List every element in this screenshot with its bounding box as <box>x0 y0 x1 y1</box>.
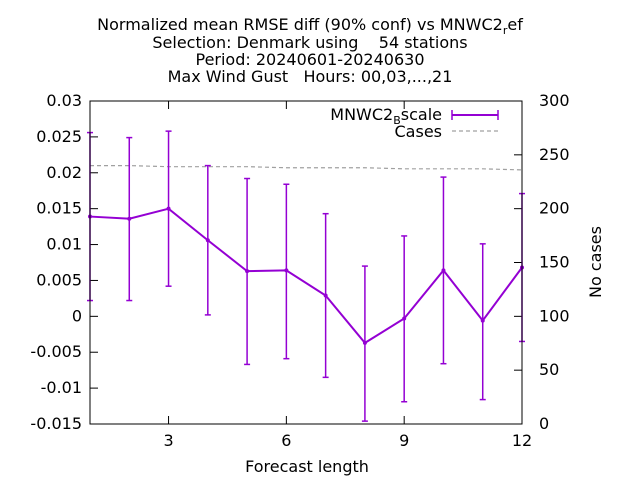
x-axis-tick-labels: 3 6 9 12 <box>163 431 532 450</box>
data-point <box>166 206 171 211</box>
data-point <box>127 216 132 221</box>
y-tick-label: -0.005 <box>30 342 82 361</box>
y-tick-label: 0.015 <box>36 199 82 218</box>
y2-axis-tick-labels: 300 250 200 150 100 50 0 <box>539 91 570 433</box>
y2-tick-label: 50 <box>539 360 559 379</box>
legend-sample-mnwc2-bscale <box>451 110 499 120</box>
cases-line <box>90 165 523 171</box>
legend-label-cases: Cases <box>395 122 443 141</box>
legend-label-subscript: B <box>393 114 401 127</box>
y2-tick-label: 200 <box>539 199 570 218</box>
legend-label-mnwc2-bscale: MNWC2Bscale <box>330 105 442 127</box>
y-tick-label: -0.01 <box>41 378 82 397</box>
title-line-1-suffix: ef <box>507 15 523 34</box>
title-line-3: Period: 20240601-20240630 <box>195 50 424 69</box>
mnwc2-bscale-series <box>87 130 525 422</box>
title-line-1: Normalized mean RMSE diff (90% conf) vs … <box>97 15 523 37</box>
axis-ticks <box>90 100 523 425</box>
title-line-1-subscript: r <box>503 24 508 37</box>
data-point <box>284 268 289 273</box>
x-tick-label: 6 <box>281 431 291 450</box>
y2-tick-label: 300 <box>539 91 570 110</box>
cases-series <box>90 165 523 171</box>
data-point <box>441 268 446 273</box>
y-tick-label: 0 <box>72 306 82 325</box>
legend-label-prefix: MNWC2 <box>330 105 393 124</box>
y-tick-label: 0.01 <box>46 235 82 254</box>
x-tick-label: 9 <box>399 431 409 450</box>
data-point <box>323 293 328 298</box>
x-tick-label: 12 <box>512 431 532 450</box>
plot-frame <box>89 100 523 425</box>
y2-tick-label: 100 <box>539 306 570 325</box>
y-tick-label: 0.005 <box>36 270 82 289</box>
y2-tick-label: 250 <box>539 145 570 164</box>
y-tick-label: 0.03 <box>46 91 82 110</box>
x-tick-label: 3 <box>163 431 173 450</box>
y2-tick-label: 0 <box>539 414 549 433</box>
y2-axis-label: No cases <box>586 226 605 298</box>
x-axis-label: Forecast length <box>245 457 369 476</box>
chart-title: Normalized mean RMSE diff (90% conf) vs … <box>97 15 523 86</box>
title-line-1-prefix: Normalized mean RMSE diff (90% conf) vs … <box>97 15 503 34</box>
title-line-2: Selection: Denmark using 54 stations <box>152 33 467 52</box>
data-point <box>480 318 485 323</box>
mnwc2-bscale-line <box>89 207 523 345</box>
data-point <box>402 316 407 321</box>
y-tick-label: 0.02 <box>46 163 82 182</box>
data-point <box>362 340 367 345</box>
legend-label-suffix: scale <box>401 105 442 124</box>
y-axis-tick-labels: 0.03 0.025 0.02 0.015 0.01 0.005 0 -0.005 -0.01 -… <box>30 91 82 433</box>
data-point <box>205 238 210 243</box>
y-tick-label: -0.015 <box>30 414 82 433</box>
y-tick-label: 0.025 <box>36 127 82 146</box>
title-line-4: Max Wind Gust Hours: 00,03,...,21 <box>168 67 453 86</box>
data-point <box>245 269 250 274</box>
y2-tick-label: 150 <box>539 253 570 272</box>
legend: MNWC2Bscale Cases <box>330 105 499 141</box>
